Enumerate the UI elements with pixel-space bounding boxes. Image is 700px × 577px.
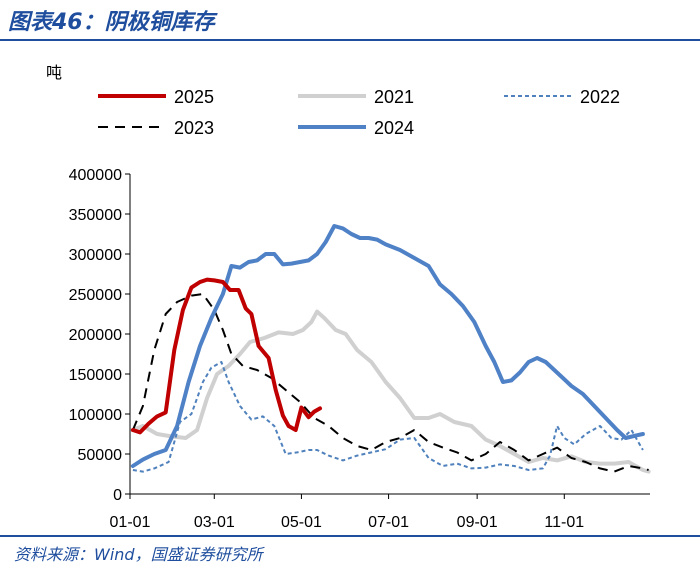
y-tick-label: 0 — [113, 487, 122, 504]
series-line-2022 — [132, 361, 644, 473]
figure-source: 资料来源：Wind，国盛证券研究所 — [14, 545, 263, 564]
series-layer — [130, 224, 651, 474]
y-tick-label: 100000 — [69, 407, 122, 424]
legend-label-2022: 2022 — [580, 87, 620, 107]
series-line-2021 — [130, 309, 651, 474]
y-tick-label: 400000 — [69, 167, 122, 184]
figure-title: 图表46：阴极铜库存 — [8, 10, 215, 35]
x-tick-label: 01-01 — [110, 514, 151, 531]
x-tick-label: 03-01 — [194, 514, 235, 531]
y-tick-label: 50000 — [78, 447, 123, 464]
x-tick-label: 07-01 — [368, 514, 409, 531]
legend-label-2021: 2021 — [374, 87, 414, 107]
legend: 2025 2021 2022 2023 2024 — [98, 87, 620, 138]
legend-label-2024: 2024 — [374, 118, 414, 138]
y-tick-label: 200000 — [69, 327, 122, 344]
series-line-2023 — [131, 293, 649, 473]
y-tick-label: 300000 — [69, 247, 122, 264]
legend-label-2023: 2023 — [174, 118, 214, 138]
x-tick-label: 05-01 — [281, 514, 322, 531]
y-axis-unit-label: 吨 — [46, 64, 62, 82]
x-tick-label: 09-01 — [457, 514, 498, 531]
legend-label-2025: 2025 — [174, 87, 214, 107]
x-tick-label: 11-01 — [544, 514, 584, 531]
y-tick-label: 350000 — [69, 207, 122, 224]
series-line-2025 — [130, 277, 322, 435]
y-tick-label: 250000 — [69, 287, 122, 304]
series-line-2024 — [130, 224, 645, 468]
axes: 0 50000 100000 150000 200000 250000 300000 3500… — [69, 167, 650, 531]
y-tick-label: 150000 — [69, 367, 122, 384]
